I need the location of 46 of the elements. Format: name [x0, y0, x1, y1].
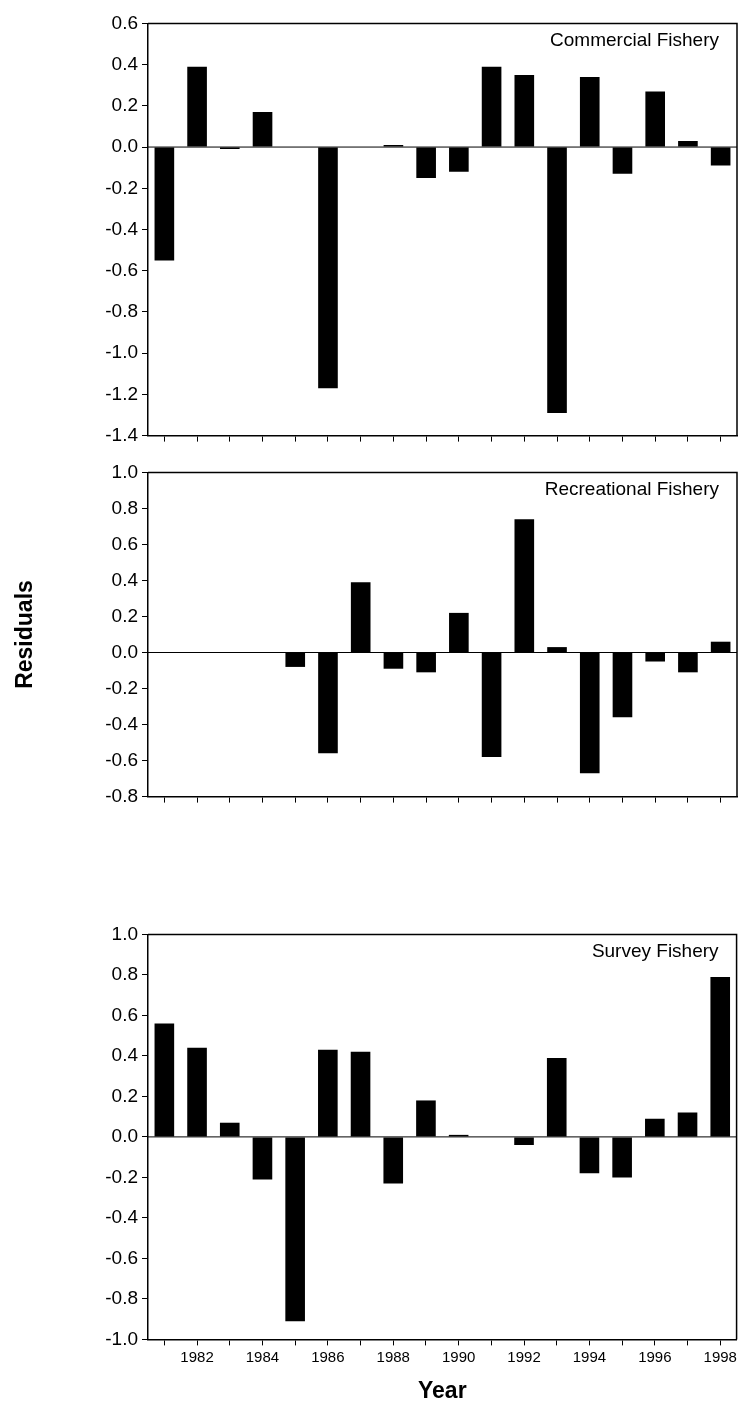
y-tick-label: 0.2 [111, 94, 138, 116]
y-tick-label: 0.4 [111, 568, 139, 590]
y-tick-label: -1.2 [105, 382, 138, 404]
y-tick-label: 0.2 [111, 1084, 138, 1106]
y-tick-label: -1.0 [105, 341, 138, 363]
y-tick-label: -1.4 [105, 423, 139, 445]
annotation: Recreational Fishery [544, 478, 720, 500]
x-tick-label: 1986 [311, 1347, 345, 1365]
y-tick-label: -0.2 [105, 676, 138, 698]
y-tick-label: -0.4 [105, 217, 139, 239]
y-axis-title: Residuals [11, 580, 38, 689]
y-tick-label: 0.0 [111, 135, 138, 157]
y-tick-label: -0.6 [105, 1246, 138, 1268]
x-tick-label: 1998 [703, 1347, 737, 1365]
x-tick-label: 1992 [507, 1347, 541, 1365]
y-tick-label: -0.2 [105, 1165, 138, 1187]
x-tick-label: 1994 [572, 1347, 607, 1365]
annotation: Survey Fishery [591, 940, 720, 962]
y-tick-label: 0.2 [111, 604, 138, 626]
y-tick-label: 0.6 [111, 1003, 138, 1025]
y-tick-label: -0.4 [105, 712, 139, 734]
y-tick-label: -0.6 [105, 258, 138, 280]
y-tick-label: 1.0 [111, 460, 138, 482]
y-tick-label: -0.6 [105, 748, 138, 770]
annotation: Commercial Fishery [550, 29, 720, 51]
y-tick-label: 0.8 [111, 963, 138, 985]
y-tick-label: -0.2 [105, 176, 138, 198]
x-tick-label: 1988 [376, 1347, 410, 1365]
x-axis-title: Year [417, 1376, 467, 1403]
y-tick-label: -0.8 [105, 1287, 138, 1309]
y-tick-label: 0.4 [111, 52, 139, 74]
y-tick-label: -0.8 [105, 784, 138, 806]
y-tick-label: -0.4 [105, 1206, 139, 1228]
y-tick-label: 0.0 [111, 640, 138, 662]
y-tick-label: 0.0 [111, 1125, 138, 1147]
y-tick-label: 0.8 [111, 496, 138, 518]
x-tick-label: 1982 [180, 1347, 214, 1365]
x-tick-label: 1996 [638, 1347, 672, 1365]
y-tick-label: 1.0 [111, 922, 138, 944]
y-tick-label: -1.0 [105, 1327, 138, 1349]
x-tick-label: 1984 [245, 1347, 280, 1365]
y-tick-label: 0.4 [111, 1044, 139, 1066]
x-tick-label: 1990 [441, 1347, 476, 1365]
y-tick-label: 0.6 [111, 532, 138, 554]
y-tick-label: 0.6 [111, 11, 138, 33]
y-tick-label: -0.8 [105, 300, 138, 322]
